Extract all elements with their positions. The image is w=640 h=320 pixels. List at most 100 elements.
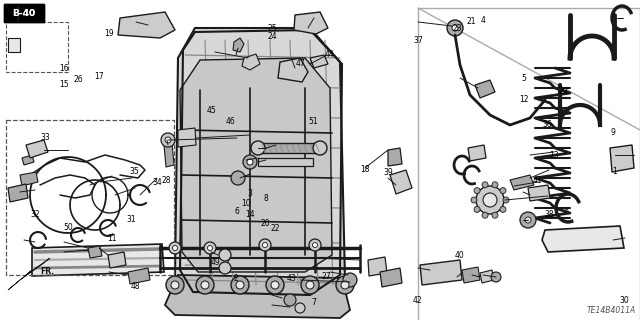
Bar [258, 143, 320, 153]
Circle shape [165, 137, 171, 143]
Text: 17: 17 [94, 72, 104, 81]
Text: FR.: FR. [40, 268, 54, 276]
Bar [4, 4, 44, 22]
Circle shape [474, 188, 480, 194]
Text: 28: 28 [162, 176, 171, 185]
Text: 41: 41 [532, 176, 543, 185]
Polygon shape [22, 155, 34, 165]
Polygon shape [368, 257, 387, 276]
Text: 45: 45 [206, 106, 216, 115]
Text: 30: 30 [619, 296, 629, 305]
Text: 29: 29 [558, 87, 568, 96]
Circle shape [259, 239, 271, 251]
Polygon shape [32, 244, 164, 276]
Text: 46: 46 [225, 117, 236, 126]
Text: 50: 50 [63, 223, 74, 232]
Text: 6: 6 [234, 207, 239, 216]
Polygon shape [233, 38, 244, 52]
Circle shape [301, 276, 319, 294]
Circle shape [161, 133, 175, 147]
Circle shape [306, 281, 314, 289]
Circle shape [251, 141, 265, 155]
Polygon shape [480, 270, 494, 283]
Polygon shape [20, 172, 38, 186]
Circle shape [447, 20, 463, 36]
Polygon shape [8, 258, 50, 290]
Circle shape [169, 242, 181, 254]
Circle shape [313, 141, 327, 155]
Polygon shape [178, 128, 196, 147]
Polygon shape [165, 275, 350, 318]
Circle shape [207, 245, 212, 251]
Text: 27: 27 [321, 272, 332, 281]
Text: B-40: B-40 [12, 9, 36, 18]
Circle shape [525, 217, 531, 223]
Text: 16: 16 [59, 64, 69, 73]
Text: 37: 37 [413, 36, 424, 45]
Polygon shape [380, 268, 402, 287]
Circle shape [284, 294, 296, 306]
Polygon shape [610, 145, 634, 172]
Text: 13: 13 [548, 151, 559, 160]
Text: 10: 10 [241, 199, 252, 208]
Circle shape [482, 182, 488, 188]
Circle shape [196, 276, 214, 294]
Text: B-40: B-40 [12, 9, 36, 18]
Text: 5: 5 [521, 74, 526, 83]
Circle shape [343, 273, 357, 287]
Text: 11: 11 [108, 234, 116, 243]
Text: 25: 25 [267, 24, 277, 33]
Circle shape [295, 303, 305, 313]
Text: 7: 7 [311, 298, 316, 307]
Circle shape [452, 25, 458, 31]
Circle shape [309, 239, 321, 251]
Text: 35: 35 [129, 167, 140, 176]
Polygon shape [468, 145, 486, 161]
Circle shape [471, 197, 477, 203]
Text: 24: 24 [267, 32, 277, 41]
Text: 8: 8 [263, 194, 268, 203]
Polygon shape [180, 58, 332, 272]
Polygon shape [164, 143, 174, 167]
Circle shape [491, 272, 501, 282]
Polygon shape [528, 185, 550, 201]
Polygon shape [108, 252, 126, 268]
Text: 23: 23 [452, 24, 463, 33]
Circle shape [500, 188, 506, 194]
Polygon shape [242, 54, 260, 70]
Polygon shape [88, 246, 102, 258]
Circle shape [503, 197, 509, 203]
Circle shape [476, 186, 504, 214]
Text: 20: 20 [260, 220, 271, 228]
Circle shape [247, 159, 253, 165]
Circle shape [312, 243, 317, 247]
Text: 19: 19 [104, 29, 114, 38]
Text: 12: 12 [519, 95, 528, 104]
Polygon shape [388, 148, 402, 166]
Circle shape [173, 245, 177, 251]
Circle shape [219, 262, 231, 274]
Polygon shape [128, 268, 150, 284]
Text: 42: 42 [413, 296, 423, 305]
Bar [6, 120, 174, 275]
Text: 38: 38 [544, 210, 554, 219]
Polygon shape [462, 267, 480, 283]
Text: TE14B4011A: TE14B4011A [587, 306, 636, 315]
Circle shape [201, 281, 209, 289]
Text: 15: 15 [59, 80, 69, 89]
Text: 9: 9 [611, 128, 616, 137]
Text: 32: 32 [30, 210, 40, 219]
Circle shape [500, 206, 506, 212]
Text: 4: 4 [481, 16, 486, 25]
Circle shape [171, 281, 179, 289]
Circle shape [492, 182, 498, 188]
Text: 31: 31 [126, 215, 136, 224]
Circle shape [236, 281, 244, 289]
Circle shape [474, 206, 480, 212]
Circle shape [266, 276, 284, 294]
Text: 14: 14 [244, 210, 255, 219]
Circle shape [271, 281, 279, 289]
Text: 1: 1 [612, 167, 617, 176]
Circle shape [204, 242, 216, 254]
Circle shape [243, 155, 257, 169]
